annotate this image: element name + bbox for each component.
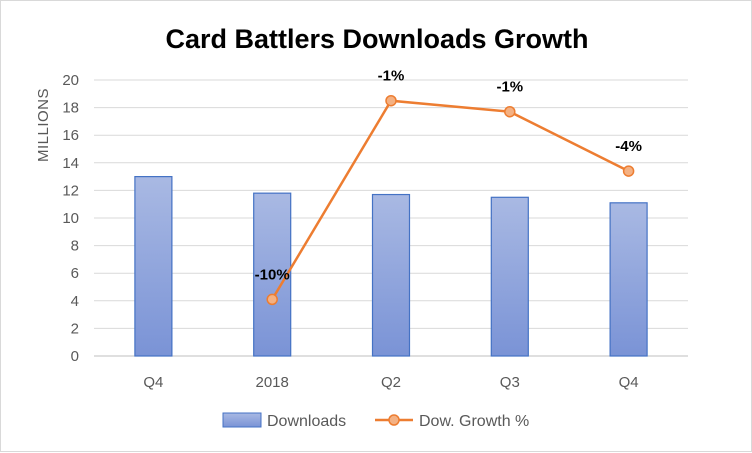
legend-label-growth: Dow. Growth % [419,413,529,430]
x-tick-label: Q3 [500,374,520,391]
growth-data-label: -1% [496,79,523,96]
x-tick-label: Q4 [619,374,639,391]
y-tick-label: 8 [71,238,79,255]
x-tick-label: Q4 [143,374,163,391]
growth-point [622,165,635,177]
y-tick-label: 2 [71,320,79,337]
legend: Downloads Dow. Growth % [222,412,529,430]
chart-title: Card Battlers Downloads Growth [165,24,588,54]
bar-series [134,176,648,357]
y-tick-label: 20 [62,72,79,89]
legend-swatch-growth-marker [388,414,400,426]
x-tick-label: Q2 [381,374,401,391]
y-tick-label: 4 [71,293,79,310]
bar [490,196,529,357]
legend-swatch-downloads [222,412,262,428]
y-tick-label: 14 [62,155,79,172]
legend-label-downloads: Downloads [267,413,346,430]
growth-line [271,99,630,301]
y-tick-labels: 0 2 4 6 8 10 12 14 16 18 20 [62,72,79,365]
bar [134,176,173,357]
y-tick-label: 16 [62,127,79,144]
bar [609,202,648,357]
y-tick-label: 6 [71,265,79,282]
x-tick-label: 2018 [256,374,289,391]
y-tick-label: 10 [62,210,79,227]
growth-data-label: -4% [615,138,642,155]
growth-point [504,105,516,118]
growth-data-label: -10% [255,266,290,283]
y-tick-label: 0 [71,348,79,365]
y-tick-label: 12 [62,182,79,199]
growth-point [385,94,397,107]
bar [253,192,292,357]
y-tick-label: 18 [62,100,79,117]
growth-point [266,293,278,306]
y-axis-label: MILLIONS [35,88,52,162]
line-series [266,94,635,306]
x-tick-labels: Q4 2018 Q2 Q3 Q4 [143,374,638,391]
bar [371,193,411,357]
data-labels: -10% -1% -1% -4% [255,68,642,284]
growth-data-label: -1% [378,68,405,85]
